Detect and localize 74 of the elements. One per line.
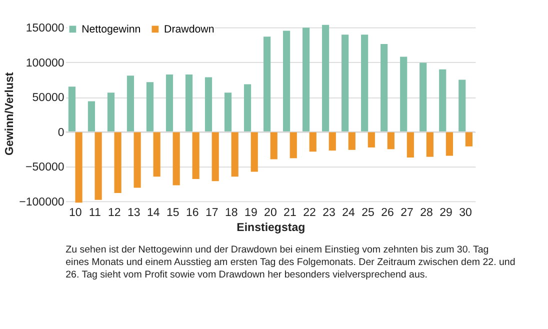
bar xyxy=(283,30,290,132)
y-tick-label: −100000 xyxy=(19,196,64,208)
bar xyxy=(328,132,336,151)
bar xyxy=(126,76,134,132)
bar xyxy=(380,44,388,132)
bar xyxy=(146,82,154,132)
y-tick-label: 150000 xyxy=(26,22,64,35)
bar xyxy=(439,69,446,132)
bar xyxy=(263,36,271,132)
x-tick-label: 27 xyxy=(400,206,414,219)
x-tick-label: 13 xyxy=(127,206,140,219)
x-tick-label: 10 xyxy=(68,206,82,219)
bar xyxy=(114,132,122,193)
y-tick-label: 50000 xyxy=(32,92,64,104)
bar xyxy=(212,132,219,182)
bar xyxy=(465,132,472,146)
bar xyxy=(68,86,76,132)
legend-label: Drawdown xyxy=(164,24,214,36)
y-tick-label: 100000 xyxy=(26,57,64,70)
x-tick-label: 17 xyxy=(206,206,218,219)
bar xyxy=(446,132,453,156)
x-tick-label: 25 xyxy=(362,206,374,219)
bar xyxy=(406,132,414,158)
bar xyxy=(192,132,200,180)
bar xyxy=(250,132,258,172)
bar xyxy=(75,132,82,203)
bar xyxy=(290,132,297,158)
bar xyxy=(400,56,408,132)
bar xyxy=(244,84,252,132)
x-tick-label: 22 xyxy=(303,206,316,219)
y-tick-label: −50000 xyxy=(26,162,64,174)
x-tick-label: 21 xyxy=(284,206,296,219)
x-tick-label: 15 xyxy=(166,206,180,219)
bar xyxy=(420,62,427,132)
legend-label: Nettogewinn xyxy=(82,24,141,36)
x-tick-label: 29 xyxy=(440,206,452,219)
x-tick-label: 23 xyxy=(322,206,336,219)
x-tick-label: 18 xyxy=(225,206,238,219)
x-tick-label: 24 xyxy=(342,206,356,219)
bar xyxy=(185,74,193,132)
bar xyxy=(172,132,180,186)
text: Zu sehen ist der Nettogewinn und der Drawdown bei einem Einstieg vom zehnten bis zum 30. Tag eines Monats und einem Ausstieg am ersten Tag des Folgemonats. Der Zeitraum zwischen dem 22. und 26. Tag sieht vom Profit sowie vom Drawdown her besonders vielversprechend aus. xyxy=(66,244,516,280)
bar xyxy=(88,101,96,132)
x-tick-label: 30 xyxy=(459,206,472,219)
x-tick-label: 14 xyxy=(147,206,160,219)
bar xyxy=(302,28,310,132)
x-tick-label: 11 xyxy=(88,206,101,219)
bar xyxy=(166,74,174,132)
bar xyxy=(94,132,102,200)
x-tick-label: 16 xyxy=(186,206,199,219)
x-axis-title: Einstiegstag xyxy=(236,222,306,234)
bar xyxy=(458,80,466,132)
bar xyxy=(322,24,330,132)
bar xyxy=(270,132,278,160)
x-tick-label: 28 xyxy=(420,206,433,219)
bar xyxy=(342,34,349,132)
bar xyxy=(368,132,375,148)
bar xyxy=(134,132,141,188)
y-axis-title: Gewinn/Verlust xyxy=(4,72,16,156)
bar xyxy=(153,132,160,177)
x-tick-label: 19 xyxy=(244,206,258,219)
bar xyxy=(361,34,368,132)
bar xyxy=(204,77,212,132)
x-tick-label: 20 xyxy=(264,206,277,219)
y-tick-label: 0 xyxy=(58,126,64,139)
x-tick-label: 12 xyxy=(108,206,121,219)
bar xyxy=(426,132,434,157)
bar xyxy=(107,92,115,132)
x-tick-label: 26 xyxy=(381,206,394,219)
bar xyxy=(231,132,238,177)
bar xyxy=(309,132,316,152)
bar xyxy=(348,132,356,150)
bar xyxy=(224,92,232,132)
bar xyxy=(387,132,394,150)
